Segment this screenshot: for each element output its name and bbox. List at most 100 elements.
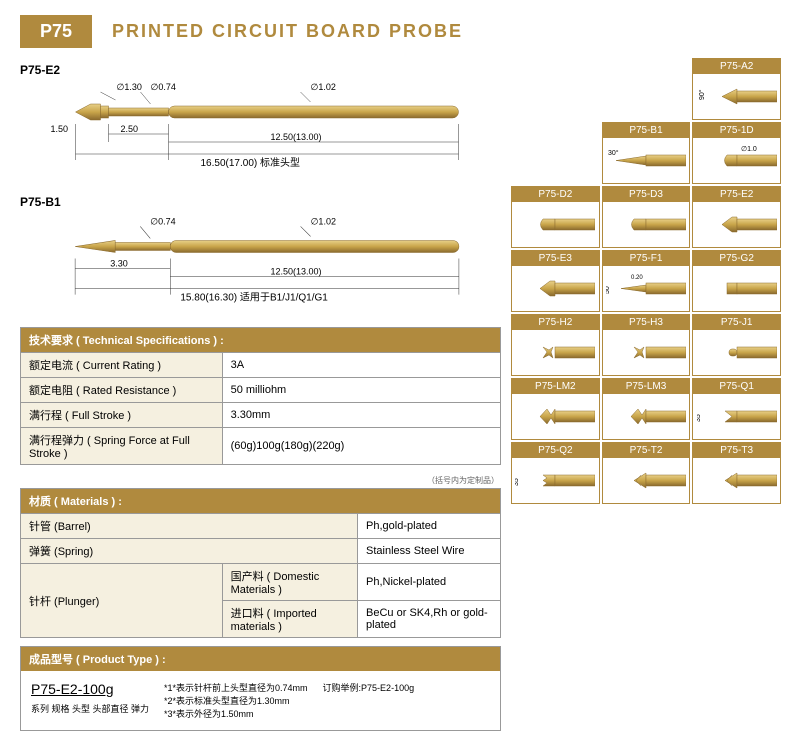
tip-label: P75-E3 xyxy=(512,251,599,266)
diagram-b1: P75-B1 ∅0.74 ∅1.02 3.30 12.50(13.00) 15.… xyxy=(20,195,501,312)
plunger-sub: 进口料 ( Imported materials ) xyxy=(222,601,357,638)
svg-text:∅1.0: ∅1.0 xyxy=(741,146,757,153)
material-label: 弹簧 (Spring) xyxy=(21,539,358,564)
plunger-value: Ph,Nickel-plated xyxy=(358,564,501,601)
spec-value: (60g)100g(180g)(220g) xyxy=(222,428,500,465)
tip-shape-icon xyxy=(603,202,690,247)
tip-cell: P75-J1 xyxy=(692,314,781,376)
material-label: 针管 (Barrel) xyxy=(21,514,358,539)
product-section: 成品型号 ( Product Type ) : P75-E2-100g 系列 规… xyxy=(20,646,501,731)
svg-text:90°: 90° xyxy=(698,89,706,100)
tip-label: P75-LM2 xyxy=(512,379,599,394)
diagram-e2: P75-E2 ∅1.30 ∅0.74 ∅1.02 xyxy=(20,63,501,180)
spec-label: 满行程 ( Full Stroke ) xyxy=(21,403,223,428)
spec-value: 3.30mm xyxy=(222,403,500,428)
plunger-value: BeCu or SK4,Rh or gold-plated xyxy=(358,601,501,638)
tip-label: P75-1D xyxy=(693,123,780,138)
svg-text:∅1.30: ∅1.30 xyxy=(117,82,142,92)
svg-text:15.80(16.30) 适用于B1/J1/Q1/G1: 15.80(16.30) 适用于B1/J1/Q1/G1 xyxy=(180,292,328,304)
tip-cell: P75-Q135° xyxy=(692,378,781,440)
tip-shape-icon xyxy=(603,394,690,439)
tip-cell: P75-F1 50° 0.20 xyxy=(602,250,691,312)
spec-label: 额定电流 ( Current Rating ) xyxy=(21,353,223,378)
svg-text:∅0.74: ∅0.74 xyxy=(151,82,176,92)
tip-shape-icon xyxy=(512,330,599,375)
tip-shape-icon xyxy=(693,330,780,375)
diagram-label: P75-B1 xyxy=(20,195,501,209)
tip-cell: P75-H2 xyxy=(511,314,600,376)
tip-label: P75-T2 xyxy=(603,443,690,458)
diagram-label: P75-E2 xyxy=(20,63,501,77)
tip-label: P75-LM3 xyxy=(603,379,690,394)
tip-cell: P75-H3 xyxy=(602,314,691,376)
spec-table: 技术要求 ( Technical Specifications ) : 额定电流… xyxy=(20,327,501,465)
tip-shape-icon: 30° xyxy=(603,138,690,183)
order-example: 订购举例:P75-E2-100g xyxy=(323,681,415,720)
spec-label: 满行程弹力 ( Spring Force at Full Stroke ) xyxy=(21,428,223,465)
svg-text:12.50(13.00): 12.50(13.00) xyxy=(271,267,322,277)
plunger-label: 针杆 (Plunger) xyxy=(21,564,223,638)
tip-shape-icon: ∅1.0 xyxy=(693,138,780,183)
spec-value: 50 milliohm xyxy=(222,378,500,403)
spec-header: 技术要求 ( Technical Specifications ) : xyxy=(21,328,501,353)
tip-shape-icon xyxy=(512,266,599,311)
tip-cell: P75-LM3 xyxy=(602,378,691,440)
tip-cell: P75-E3 xyxy=(511,250,600,312)
tip-shape-icon: 90° xyxy=(693,74,780,119)
svg-text:12.50(13.00): 12.50(13.00) xyxy=(271,132,322,142)
probe-diagram-2: ∅0.74 ∅1.02 3.30 12.50(13.00) 15.80(16.3… xyxy=(20,214,501,309)
svg-text:1.50: 1.50 xyxy=(51,124,69,134)
svg-text:∅1.02: ∅1.02 xyxy=(311,82,336,92)
product-notes: *1*表示针杆前上头型直径为0.74mm*2*表示标准头型直径为1.30mm*3… xyxy=(164,681,308,720)
tip-cell: P75-D3 xyxy=(602,186,691,248)
tip-shape-icon xyxy=(603,458,690,503)
svg-text:16.50(17.00) 标准头型: 16.50(17.00) 标准头型 xyxy=(201,156,301,169)
tip-cell: P75-T2 xyxy=(602,442,691,504)
tip-label: P75-J1 xyxy=(693,315,780,330)
tip-label: P75-G2 xyxy=(693,251,780,266)
header: P75 PRINTED CIRCUIT BOARD PROBE xyxy=(0,0,801,58)
tip-shape-icon xyxy=(603,330,690,375)
svg-text:0.20: 0.20 xyxy=(631,275,643,281)
spec-value: 3A xyxy=(222,353,500,378)
page-title: PRINTED CIRCUIT BOARD PROBE xyxy=(112,21,463,42)
tip-label: P75-F1 xyxy=(603,251,690,266)
tip-shape-icon xyxy=(693,202,780,247)
tip-cell: P75-G2 xyxy=(692,250,781,312)
tip-label: P75-H2 xyxy=(512,315,599,330)
tip-label: P75-D3 xyxy=(603,187,690,202)
product-header: 成品型号 ( Product Type ) : xyxy=(21,647,500,671)
tip-cell: P75-T3 xyxy=(692,442,781,504)
product-code: P75-E2-100g xyxy=(31,681,149,697)
tip-shape-icon: 35° xyxy=(512,458,599,503)
tip-label: P75-Q2 xyxy=(512,443,599,458)
tip-shape-icon xyxy=(512,394,599,439)
tip-shape-icon: 50° 0.20 xyxy=(603,266,690,311)
spec-label: 额定电阻 ( Rated Resistance ) xyxy=(21,378,223,403)
material-value: Ph,gold-plated xyxy=(358,514,501,539)
product-legend: 系列 规格 头型 头部直径 弹力 xyxy=(31,702,149,715)
tip-label: P75-A2 xyxy=(693,59,780,74)
tip-label: P75-Q1 xyxy=(693,379,780,394)
materials-header: 材质 ( Materials ) : xyxy=(21,489,501,514)
svg-text:2.50: 2.50 xyxy=(121,124,139,134)
materials-table: 材质 ( Materials ) : 针管 (Barrel)Ph,gold-pl… xyxy=(20,488,501,638)
tip-label: P75-B1 xyxy=(603,123,690,138)
tip-cell: P75-D2 xyxy=(511,186,600,248)
probe-diagram-1: ∅1.30 ∅0.74 ∅1.02 1.50 2.50 12.50(13.00)… xyxy=(20,82,501,177)
tip-cell: P75-Q2 35° xyxy=(511,442,600,504)
svg-text:∅0.74: ∅0.74 xyxy=(150,216,175,226)
tip-grid: P75-A2 90° P75-B130°P75-1D ∅1.0 P75-D2P75-D3… xyxy=(511,58,781,504)
tip-cell: P75-LM2 xyxy=(511,378,600,440)
svg-text:3.30: 3.30 xyxy=(110,259,128,269)
tip-cell: P75-B130° xyxy=(602,122,691,184)
tip-shape-icon xyxy=(693,266,780,311)
model-badge: P75 xyxy=(20,15,92,48)
svg-text:50°: 50° xyxy=(606,283,611,294)
material-value: Stainless Steel Wire xyxy=(358,539,501,564)
plunger-sub: 国产料 ( Domestic Materials ) xyxy=(222,564,357,601)
svg-text:∅1.02: ∅1.02 xyxy=(311,216,336,226)
tip-label: P75-H3 xyxy=(603,315,690,330)
svg-text:35°: 35° xyxy=(515,475,520,486)
tip-cell: P75-1D ∅1.0 xyxy=(692,122,781,184)
